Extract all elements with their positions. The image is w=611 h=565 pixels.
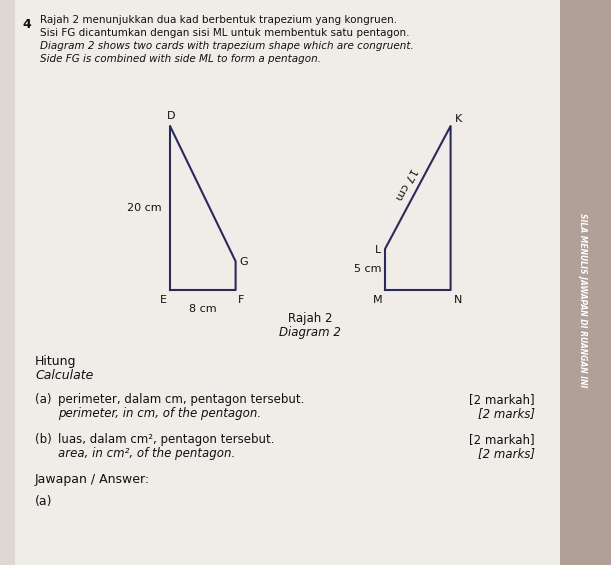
Text: K: K <box>455 114 462 124</box>
Text: Rajah 2: Rajah 2 <box>288 312 332 325</box>
Text: G: G <box>240 257 248 267</box>
Bar <box>560 0 611 565</box>
Text: Sisi FG dicantumkan dengan sisi ML untuk membentuk satu pentagon.: Sisi FG dicantumkan dengan sisi ML untuk… <box>40 28 409 38</box>
Text: [2 marks]: [2 marks] <box>478 407 535 420</box>
Text: Jawapan / Answer:: Jawapan / Answer: <box>35 473 150 486</box>
Text: perimeter, in cm, of the pentagon.: perimeter, in cm, of the pentagon. <box>58 407 261 420</box>
Text: Diagram 2 shows two cards with trapezium shape which are congruent.: Diagram 2 shows two cards with trapezium… <box>40 41 414 51</box>
Text: 4: 4 <box>22 18 31 31</box>
Text: [2 markah]: [2 markah] <box>469 393 535 406</box>
Text: (a): (a) <box>35 495 53 508</box>
Text: Diagram 2: Diagram 2 <box>279 326 341 339</box>
Text: Rajah 2 menunjukkan dua kad berbentuk trapezium yang kongruen.: Rajah 2 menunjukkan dua kad berbentuk tr… <box>40 15 397 25</box>
Text: 8 cm: 8 cm <box>189 304 217 314</box>
Text: F: F <box>238 295 244 305</box>
Text: (a): (a) <box>35 393 51 406</box>
Bar <box>15 0 560 565</box>
Text: perimeter, dalam cm, pentagon tersebut.: perimeter, dalam cm, pentagon tersebut. <box>58 393 304 406</box>
Text: [2 markah]: [2 markah] <box>469 433 535 446</box>
Text: M: M <box>373 295 383 305</box>
Text: SILA MENULIS JAWAPAN DI RUANGAN INI: SILA MENULIS JAWAPAN DI RUANGAN INI <box>579 213 588 387</box>
Text: 17 cm: 17 cm <box>393 166 419 201</box>
Text: E: E <box>160 295 167 305</box>
Text: Side FG is combined with side ML to form a pentagon.: Side FG is combined with side ML to form… <box>40 54 321 64</box>
Text: 5 cm: 5 cm <box>354 264 381 275</box>
Text: (b): (b) <box>35 433 52 446</box>
Text: luas, dalam cm², pentagon tersebut.: luas, dalam cm², pentagon tersebut. <box>58 433 274 446</box>
Text: Calculate: Calculate <box>35 369 93 382</box>
Text: Hitung: Hitung <box>35 355 76 368</box>
Text: [2 marks]: [2 marks] <box>478 447 535 460</box>
Text: D: D <box>167 111 175 121</box>
Text: L: L <box>375 245 381 255</box>
Text: area, in cm², of the pentagon.: area, in cm², of the pentagon. <box>58 447 235 460</box>
Text: N: N <box>453 295 462 305</box>
Text: 20 cm: 20 cm <box>127 203 162 213</box>
